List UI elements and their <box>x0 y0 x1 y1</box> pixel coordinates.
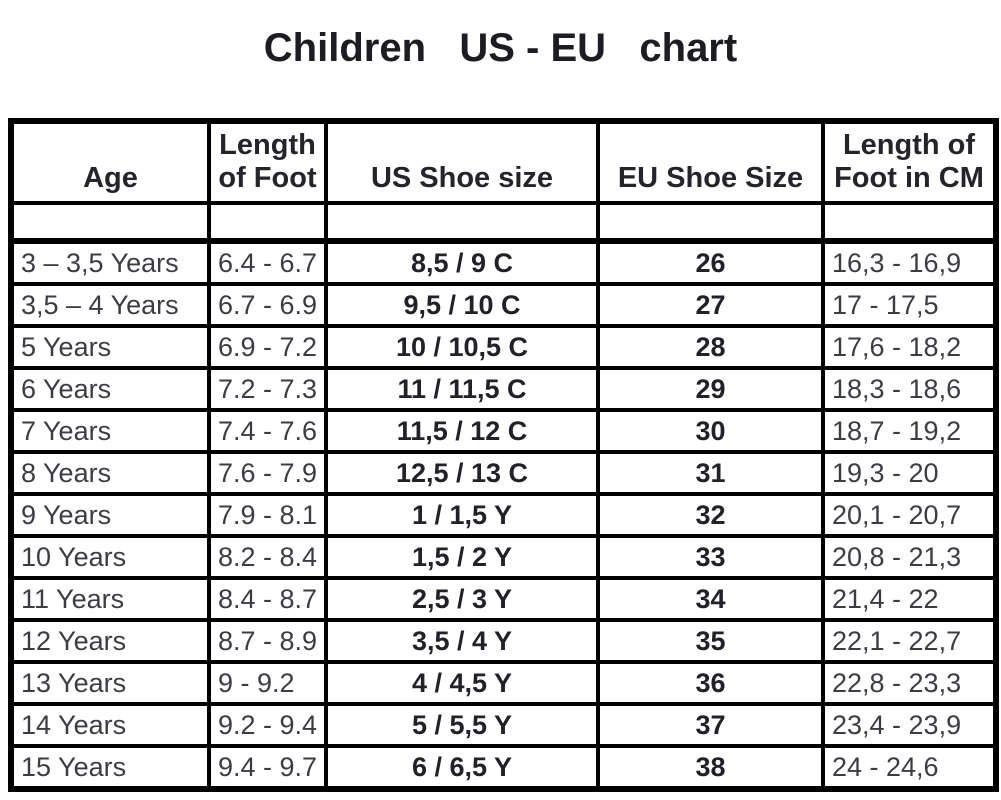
table-row: 7 Years 7.4 - 7.6 11,5 / 12 C 30 18,7 - 19,2 <box>9 408 998 454</box>
table-row: 11 Years 8.4 - 8.7 2,5 / 3 Y 34 21,4 - 22 <box>9 576 998 622</box>
table-row: 12 Years 8.7 - 8.9 3,5 / 4 Y 35 22,1 - 22,7 <box>9 618 998 664</box>
cm-length-cell: 24 - 24,6 <box>821 744 998 791</box>
us-size-cell: 2,5 / 3 Y <box>324 576 600 622</box>
eu-size-cell: 29 <box>596 366 825 412</box>
foot-length-cell: 9 - 9.2 <box>207 660 328 706</box>
spacer-cell <box>9 201 211 244</box>
us-size-cell: 11,5 / 12 C <box>324 408 600 454</box>
foot-length-cell: 8.4 - 8.7 <box>207 576 328 622</box>
us-size-cell: 11 / 11,5 C <box>324 366 600 412</box>
us-size-cell: 9,5 / 10 C <box>324 282 600 328</box>
table-row: 13 Years 9 - 9.2 4 / 4,5 Y 36 22,8 - 23,3 <box>9 660 998 706</box>
us-size-cell: 6 / 6,5 Y <box>324 744 600 791</box>
table-row: 10 Years 8.2 - 8.4 1,5 / 2 Y 33 20,8 - 21,3 <box>9 534 998 580</box>
foot-length-cell: 6.7 - 6.9 <box>207 282 328 328</box>
cm-length-cell: 16,3 - 16,9 <box>821 239 998 286</box>
eu-size-cell: 27 <box>596 282 825 328</box>
size-table-body: 3 – 3,5 Years 6.4 - 6.7 8,5 / 9 C 26 16,3 - … <box>9 201 998 791</box>
size-table-header: Age Length of Foot US Shoe size EU Shoe … <box>9 119 998 205</box>
page-title: Children US - EU chart <box>263 26 738 70</box>
size-chart-table: Age Length of Foot US Shoe size EU Shoe … <box>8 118 999 792</box>
age-cell: 11 Years <box>9 576 211 622</box>
eu-size-cell: 35 <box>596 618 825 664</box>
table-row: 9 Years 7.9 - 8.1 1 / 1,5 Y 32 20,1 - 20,7 <box>9 492 998 538</box>
eu-size-cell: 31 <box>596 450 825 496</box>
age-cell: 5 Years <box>9 324 211 370</box>
eu-size-cell: 32 <box>596 492 825 538</box>
col-header-eu-shoe-size: EU Shoe Size <box>596 119 825 205</box>
foot-length-cell: 8.7 - 8.9 <box>207 618 328 664</box>
us-size-cell: 5 / 5,5 Y <box>324 702 600 748</box>
foot-length-cell: 7.4 - 7.6 <box>207 408 328 454</box>
eu-size-cell: 37 <box>596 702 825 748</box>
spacer-cell <box>821 201 998 244</box>
table-row: 14 Years 9.2 - 9.4 5 / 5,5 Y 37 23,4 - 23,9 <box>9 702 998 748</box>
spacer-cell <box>596 201 825 244</box>
age-cell: 15 Years <box>9 744 211 791</box>
cm-length-cell: 22,8 - 23,3 <box>821 660 998 706</box>
header-row: Age Length of Foot US Shoe size EU Shoe … <box>9 119 998 205</box>
foot-length-cell: 9.2 - 9.4 <box>207 702 328 748</box>
foot-length-cell: 7.2 - 7.3 <box>207 366 328 412</box>
age-cell: 7 Years <box>9 408 211 454</box>
us-size-cell: 10 / 10,5 C <box>324 324 600 370</box>
us-size-cell: 12,5 / 13 C <box>324 450 600 496</box>
col-header-age: Age <box>9 119 211 205</box>
table-row: 3,5 – 4 Years 6.7 - 6.9 9,5 / 10 C 27 17 - 1… <box>9 282 998 328</box>
us-size-cell: 1 / 1,5 Y <box>324 492 600 538</box>
cm-length-cell: 18,7 - 19,2 <box>821 408 998 454</box>
age-cell: 9 Years <box>9 492 211 538</box>
col-header-foot-length: Length of Foot <box>207 119 328 205</box>
age-cell: 8 Years <box>9 450 211 496</box>
us-size-cell: 8,5 / 9 C <box>324 239 600 286</box>
age-cell: 3,5 – 4 Years <box>9 282 211 328</box>
eu-size-cell: 28 <box>596 324 825 370</box>
age-cell: 14 Years <box>9 702 211 748</box>
eu-size-cell: 26 <box>596 239 825 286</box>
cm-length-cell: 17 - 17,5 <box>821 282 998 328</box>
cm-length-cell: 18,3 - 18,6 <box>821 366 998 412</box>
cm-length-cell: 19,3 - 20 <box>821 450 998 496</box>
spacer-cell <box>324 201 600 244</box>
spacer-cell <box>207 201 328 244</box>
foot-length-cell: 7.6 - 7.9 <box>207 450 328 496</box>
table-row: 6 Years 7.2 - 7.3 11 / 11,5 C 29 18,3 - 18,6 <box>9 366 998 412</box>
age-cell: 13 Years <box>9 660 211 706</box>
age-cell: 12 Years <box>9 618 211 664</box>
eu-size-cell: 34 <box>596 576 825 622</box>
cm-length-cell: 22,1 - 22,7 <box>821 618 998 664</box>
age-cell: 3 – 3,5 Years <box>9 239 211 286</box>
foot-length-cell: 6.9 - 7.2 <box>207 324 328 370</box>
cm-length-cell: 23,4 - 23,9 <box>821 702 998 748</box>
foot-length-cell: 8.2 - 8.4 <box>207 534 328 580</box>
cm-length-cell: 20,8 - 21,3 <box>821 534 998 580</box>
col-header-us-shoe-size: US Shoe size <box>324 119 600 205</box>
foot-length-cell: 9.4 - 9.7 <box>207 744 328 791</box>
cm-length-cell: 21,4 - 22 <box>821 576 998 622</box>
eu-size-cell: 38 <box>596 744 825 791</box>
cm-length-cell: 20,1 - 20,7 <box>821 492 998 538</box>
foot-length-cell: 6.4 - 6.7 <box>207 239 328 286</box>
us-size-cell: 1,5 / 2 Y <box>324 534 600 580</box>
eu-size-cell: 33 <box>596 534 825 580</box>
us-size-cell: 3,5 / 4 Y <box>324 618 600 664</box>
foot-length-cell: 7.9 - 8.1 <box>207 492 328 538</box>
table-row: 3 – 3,5 Years 6.4 - 6.7 8,5 / 9 C 26 16,3 - … <box>9 239 998 286</box>
table-row: 15 Years 9.4 - 9.7 6 / 6,5 Y 38 24 - 24,6 <box>9 744 998 791</box>
age-cell: 10 Years <box>9 534 211 580</box>
table-row: 5 Years 6.9 - 7.2 10 / 10,5 C 28 17,6 - 18,2 <box>9 324 998 370</box>
age-cell: 6 Years <box>9 366 211 412</box>
us-size-cell: 4 / 4,5 Y <box>324 660 600 706</box>
eu-size-cell: 30 <box>596 408 825 454</box>
col-header-foot-length-cm: Length of Foot in CM <box>821 119 998 205</box>
cm-length-cell: 17,6 - 18,2 <box>821 324 998 370</box>
table-row: 8 Years 7.6 - 7.9 12,5 / 13 C 31 19,3 - 20 <box>9 450 998 496</box>
eu-size-cell: 36 <box>596 660 825 706</box>
spacer-row <box>9 201 998 244</box>
